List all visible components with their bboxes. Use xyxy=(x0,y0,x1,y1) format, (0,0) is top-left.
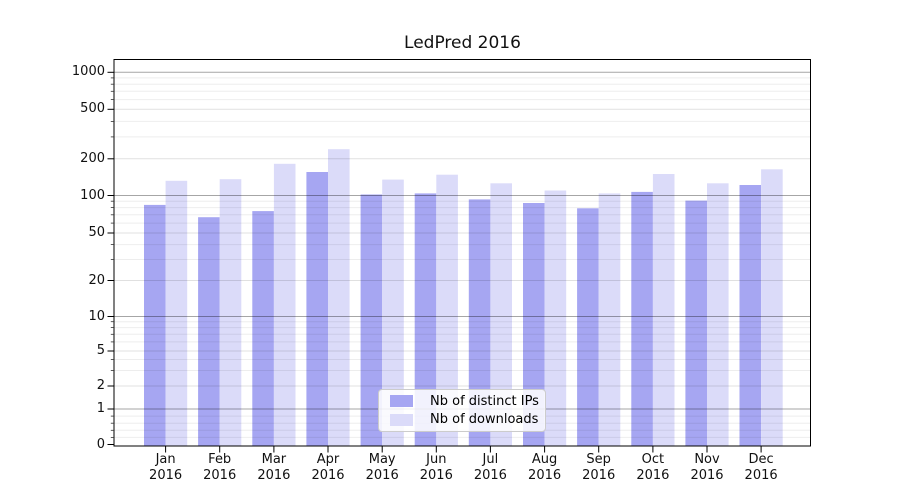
x-tick-label-jul: Jul 2016 xyxy=(473,452,507,483)
bar-downloads-apr xyxy=(328,149,350,446)
x-tick-label-oct: Oct 2016 xyxy=(636,452,670,483)
y-tick-label-0: 0 xyxy=(96,436,105,452)
bar-downloads-jun xyxy=(436,174,458,446)
bar-distinct-ips-sep xyxy=(577,208,599,446)
bar-distinct-ips-oct xyxy=(631,191,653,446)
axes-frame xyxy=(113,59,811,447)
y-tick-label-100: 100 xyxy=(80,187,105,203)
legend-swatch-distinct-ips-icon xyxy=(390,395,413,408)
bar-downloads-jan xyxy=(165,180,188,447)
bar-distinct-ips-nov xyxy=(685,200,707,446)
bar-downloads-oct xyxy=(652,174,675,446)
bar-downloads-sep xyxy=(598,193,621,446)
bar-distinct-ips-jan xyxy=(144,204,166,446)
bar-downloads-dec xyxy=(761,169,783,447)
legend-swatch-downloads-icon xyxy=(390,413,413,426)
x-tick-label-jan: Jan 2016 xyxy=(149,452,183,483)
x-tick-label-sep: Sep 2016 xyxy=(582,452,616,483)
x-tick-label-feb: Feb 2016 xyxy=(203,452,237,483)
legend-item-distinct-ips: Nb of distinct IPs xyxy=(390,394,545,409)
bar-downloads-mar xyxy=(273,163,296,447)
y-tick-label-1: 1 xyxy=(96,401,105,416)
bar-distinct-ips-apr xyxy=(306,172,328,446)
bar-distinct-ips-aug xyxy=(523,203,545,446)
legend-item-downloads: Nb of downloads xyxy=(390,412,545,427)
bar-downloads-aug xyxy=(544,190,567,446)
x-tick-label-apr: Apr 2016 xyxy=(311,452,345,483)
bar-downloads-feb xyxy=(219,179,242,446)
bar-distinct-ips-dec xyxy=(739,185,762,446)
x-tick-label-may: May 2016 xyxy=(365,452,399,483)
y-tick-label-2: 2 xyxy=(96,378,105,393)
bar-distinct-ips-mar xyxy=(252,211,274,446)
bar-distinct-ips-may xyxy=(360,194,383,446)
x-tick-label-mar: Mar 2016 xyxy=(257,452,291,483)
x-tick-label-nov: Nov 2016 xyxy=(690,452,724,483)
y-tick-label-200: 200 xyxy=(80,150,105,166)
x-tick-label-aug: Aug 2016 xyxy=(528,452,562,483)
y-tick-label-10: 10 xyxy=(88,308,105,324)
legend-label-distinct-ips: Nb of distinct IPs xyxy=(430,393,539,409)
y-tick-label-50: 50 xyxy=(88,225,105,240)
bar-downloads-may xyxy=(382,179,404,446)
bar-downloads-jul xyxy=(490,183,512,447)
y-tick-label-5: 5 xyxy=(96,343,105,358)
bar-distinct-ips-feb xyxy=(198,217,220,446)
y-tick-label-500: 500 xyxy=(80,101,105,117)
y-tick-label-1000: 1000 xyxy=(71,64,105,80)
bar-distinct-ips-jul xyxy=(468,199,491,446)
legend-label-downloads: Nb of downloads xyxy=(430,412,539,428)
bar-distinct-ips-jun xyxy=(414,193,437,446)
x-tick-label-jun: Jun 2016 xyxy=(419,452,453,483)
y-tick-label-20: 20 xyxy=(88,272,105,288)
legend: Nb of distinct IPs Nb of downloads xyxy=(378,389,546,432)
bar-downloads-nov xyxy=(707,183,729,447)
x-tick-label-dec: Dec 2016 xyxy=(744,452,778,483)
chart-title: LedPred 2016 xyxy=(404,33,521,53)
